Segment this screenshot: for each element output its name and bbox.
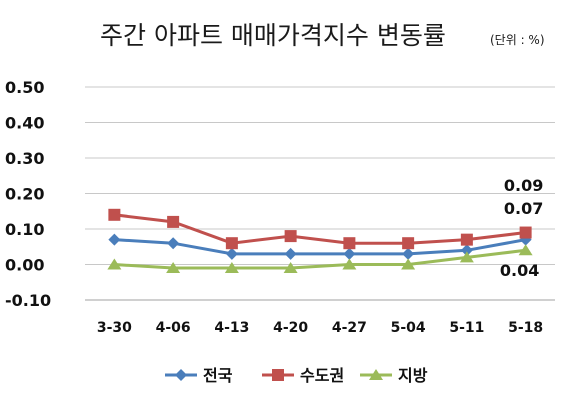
legend-item: 전국 (165, 366, 233, 385)
series-point (108, 233, 121, 246)
legend-label: 전국 (203, 366, 233, 385)
series-point (108, 208, 121, 221)
data-label: 0.04 (500, 261, 539, 280)
series-line (114, 238, 526, 256)
chart-title: 주간 아파트 매매가격지수 변동률 (100, 21, 446, 50)
legend-item: 수도권 (262, 366, 344, 385)
series-point (369, 369, 383, 380)
series-point (518, 244, 533, 256)
legend-label: 수도권 (300, 366, 344, 385)
series-point (225, 247, 238, 260)
y-tick-label: 0.50 (5, 78, 44, 97)
x-tick-label: 5-04 (391, 320, 426, 336)
x-tick-label: 4-13 (214, 320, 249, 336)
series-group (107, 208, 533, 274)
series-line (114, 248, 526, 270)
legend-item: 지방 (360, 366, 428, 385)
series-point (167, 215, 180, 228)
series-point (402, 247, 415, 260)
series-point (166, 262, 181, 274)
series-전국 (108, 233, 532, 260)
series-point (284, 230, 297, 243)
series-point (402, 237, 415, 250)
series-point (460, 233, 473, 246)
series-point (283, 262, 298, 274)
series-지방 (107, 244, 533, 274)
y-tick-label: 0.00 (5, 256, 44, 275)
data-label: 0.09 (504, 176, 543, 195)
series-point (284, 247, 297, 260)
x-tick-label: 4-20 (273, 320, 308, 336)
y-tick-label: -0.10 (5, 291, 51, 310)
x-tick-label: 5-18 (508, 320, 543, 336)
x-tick-label: 3-30 (97, 320, 132, 336)
x-tick-label: 4-06 (156, 320, 191, 336)
series-point (519, 226, 532, 239)
series-point (107, 258, 122, 270)
x-axis-ticks: 3-30 4-06 4-13 4-20 4-27 5-04 5-11 5-18 (97, 320, 543, 336)
y-tick-label: 0.40 (5, 114, 44, 133)
series-point (401, 258, 416, 270)
series-point (459, 251, 474, 263)
series-point (225, 237, 238, 250)
series-point (342, 258, 357, 270)
y-axis-ticks: 0.50 0.40 0.30 0.20 0.10 0.00 -0.10 (5, 78, 51, 310)
y-tick-label: 0.20 (5, 185, 44, 204)
series-point (224, 262, 239, 274)
x-tick-label: 4-27 (332, 320, 367, 336)
x-tick-label: 5-11 (449, 320, 484, 336)
gridlines (85, 86, 555, 301)
y-tick-label: 0.30 (5, 149, 44, 168)
data-labels: 0.09 0.07 0.04 (500, 176, 543, 280)
legend: 전국 수도권 지방 (165, 366, 428, 385)
unit-note: (단위 : %) (490, 33, 545, 47)
series-point (343, 237, 356, 250)
series-point (272, 369, 284, 381)
series-수도권 (108, 208, 532, 250)
data-label: 0.07 (504, 199, 543, 218)
legend-label: 지방 (398, 366, 428, 385)
series-point (460, 244, 473, 257)
series-point (175, 369, 187, 381)
series-point (343, 247, 356, 260)
series-line (114, 213, 526, 245)
y-tick-label: 0.10 (5, 220, 44, 239)
series-point (167, 237, 180, 250)
